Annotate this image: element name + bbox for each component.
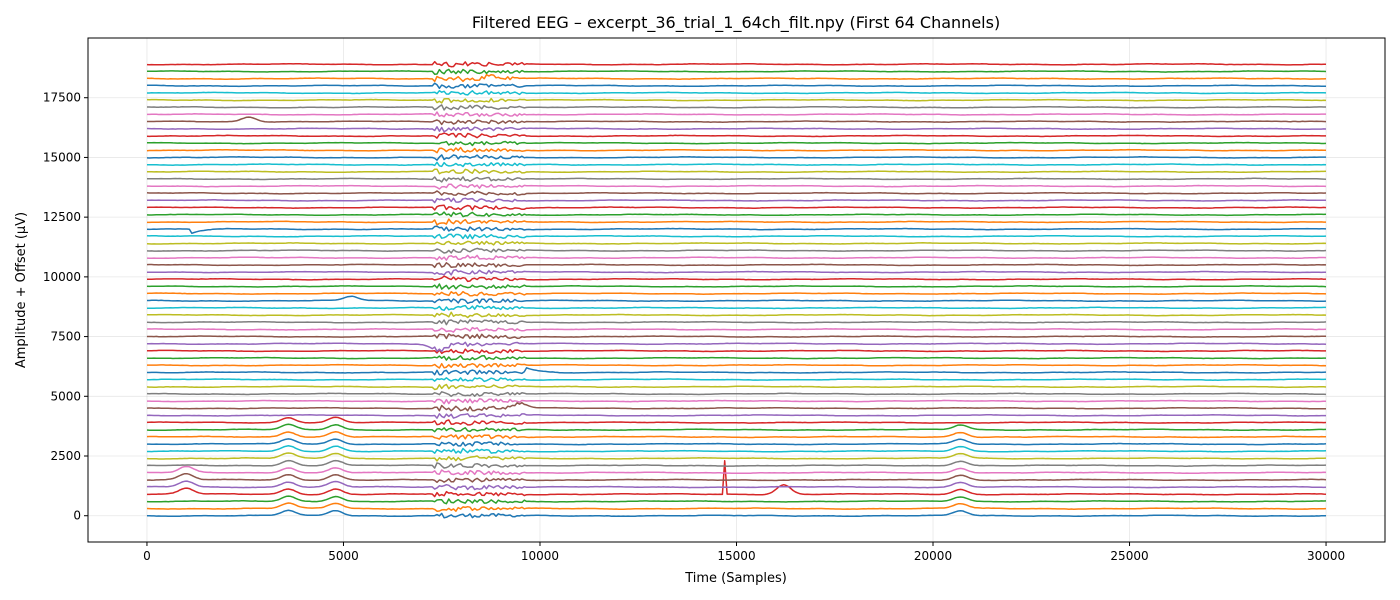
- channel-trace: [146, 413, 1326, 419]
- channel-trace: [146, 240, 1327, 246]
- channel-trace: [146, 459, 1327, 469]
- channel-trace: [147, 362, 1327, 369]
- channel-trace: [146, 254, 1327, 261]
- channel-traces: [146, 60, 1327, 519]
- channel-trace: [147, 218, 1326, 226]
- channel-trace: [146, 82, 1326, 90]
- channel-trace: [146, 509, 1327, 519]
- channel-trace: [147, 176, 1327, 183]
- y-tick-label: 17500: [43, 91, 81, 105]
- channel-trace: [147, 104, 1326, 111]
- x-tick-label: 20000: [914, 549, 952, 563]
- channel-trace: [147, 397, 1327, 405]
- channel-trace: [146, 348, 1326, 355]
- channel-trace: [146, 262, 1327, 269]
- channel-trace: [147, 341, 1327, 353]
- channel-trace: [147, 161, 1327, 168]
- chart-title: Filtered EEG – excerpt_36_trial_1_64ch_f…: [472, 13, 1000, 33]
- channel-trace: [146, 423, 1327, 433]
- y-axis-label: Amplitude + Offset (µV): [14, 212, 29, 368]
- y-tick-label: 12500: [43, 210, 81, 224]
- channel-trace: [147, 438, 1327, 447]
- channel-trace: [146, 377, 1327, 383]
- channel-trace: [146, 275, 1327, 283]
- channel-trace: [146, 225, 1327, 235]
- channel-trace: [146, 146, 1326, 154]
- x-tick-label: 25000: [1110, 549, 1148, 563]
- channel-trace: [146, 283, 1327, 290]
- channel-trace: [146, 190, 1327, 196]
- x-tick-label: 5000: [328, 549, 359, 563]
- channel-trace: [147, 311, 1327, 319]
- channel-trace: [146, 211, 1327, 218]
- y-tick-label: 15000: [43, 150, 81, 164]
- y-tick-label: 0: [73, 509, 81, 523]
- channel-trace: [146, 391, 1327, 398]
- channel-trace: [146, 452, 1327, 462]
- channel-trace: [146, 126, 1327, 133]
- channel-trace: [146, 319, 1327, 326]
- channel-trace: [147, 111, 1326, 118]
- x-tick-label: 15000: [717, 549, 755, 563]
- channel-trace: [146, 502, 1327, 512]
- channel-trace: [146, 197, 1327, 204]
- channel-trace: [146, 204, 1327, 211]
- y-tick-label: 5000: [50, 389, 81, 403]
- x-tick-label: 30000: [1307, 549, 1345, 563]
- channel-trace: [147, 116, 1327, 126]
- axis-ticks: 0 5000 10000 15000 20000 25000 30000 0 2500 5000 7…: [43, 91, 1345, 563]
- channel-trace: [146, 154, 1326, 161]
- channel-trace: [147, 168, 1327, 175]
- y-tick-label: 7500: [50, 330, 81, 344]
- channel-trace: [146, 73, 1327, 83]
- x-tick-label: 10000: [521, 549, 559, 563]
- x-axis-label: Time (Samples): [684, 571, 787, 586]
- channel-trace: [146, 416, 1327, 426]
- channel-trace: [146, 233, 1327, 240]
- channel-trace: [147, 367, 1327, 376]
- channel-trace: [146, 97, 1327, 104]
- channel-trace: [147, 333, 1326, 340]
- y-tick-label: 10000: [43, 270, 81, 284]
- channel-trace: [146, 472, 1327, 484]
- channel-trace: [146, 431, 1326, 440]
- channel-trace: [146, 247, 1327, 254]
- channel-trace: [147, 140, 1327, 147]
- channel-trace: [147, 269, 1327, 276]
- x-tick-label: 0: [143, 549, 151, 563]
- channel-trace: [146, 60, 1326, 68]
- channel-trace: [147, 295, 1327, 305]
- channel-trace: [147, 89, 1327, 96]
- channel-trace: [147, 183, 1327, 190]
- channel-trace: [146, 383, 1327, 391]
- channel-trace: [147, 460, 1327, 498]
- channel-trace: [146, 401, 1326, 412]
- channel-trace: [147, 68, 1327, 75]
- channel-trace: [147, 304, 1326, 312]
- channel-trace: [146, 290, 1327, 297]
- channel-trace: [146, 326, 1327, 333]
- channel-trace: [146, 480, 1327, 491]
- channel-trace: [147, 445, 1327, 454]
- channel-trace: [146, 354, 1326, 361]
- channel-trace: [146, 465, 1327, 476]
- channel-trace: [146, 132, 1326, 139]
- channel-trace: [146, 495, 1327, 505]
- y-tick-label: 2500: [50, 449, 81, 463]
